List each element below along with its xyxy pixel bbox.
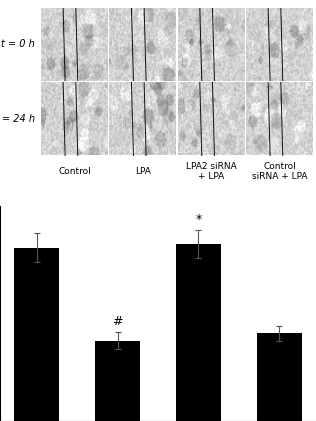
Bar (95, 341, 140, 421)
Text: Control: Control (58, 167, 91, 176)
Bar (176, 244, 221, 421)
Bar (257, 333, 302, 421)
Text: *: * (195, 213, 202, 226)
Bar (14, 248, 59, 421)
Text: t = 0 h: t = 0 h (1, 40, 35, 50)
Text: LPA2 siRNA
+ LPA: LPA2 siRNA + LPA (186, 162, 236, 181)
Text: Control
siRNA + LPA: Control siRNA + LPA (252, 162, 307, 181)
Text: LPA: LPA (135, 167, 151, 176)
Text: #: # (112, 315, 123, 328)
Text: t = 24 h: t = 24 h (0, 114, 35, 124)
